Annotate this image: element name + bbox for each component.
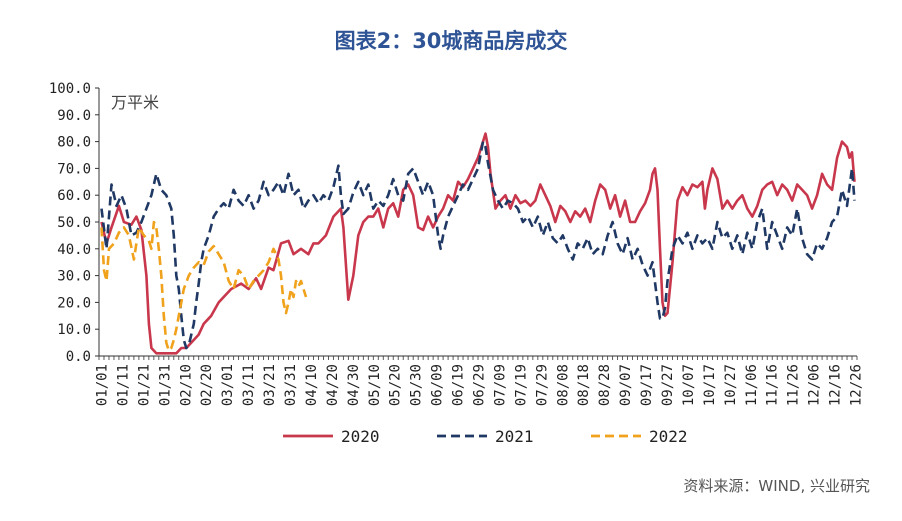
series-line-2022: [100, 220, 308, 352]
y-tick-label: 30.0: [57, 269, 91, 285]
x-tick-label: 11/06: [744, 364, 760, 406]
x-tick-label: 10/27: [723, 364, 739, 406]
x-tick-label: 01/11: [115, 364, 131, 406]
x-tick-label: 05/30: [409, 364, 425, 406]
x-tick-label: 04/30: [346, 364, 362, 406]
x-tick-label: 09/27: [660, 364, 676, 406]
legend-label-2022: 2022: [649, 427, 688, 446]
x-tick-label: 08/18: [576, 364, 592, 406]
x-tick-label: 08/08: [555, 364, 571, 406]
x-tick-label: 05/10: [367, 364, 383, 406]
x-tick-label: 09/17: [639, 364, 655, 406]
x-tick-label: 04/10: [304, 364, 320, 406]
y-tick-label: 40.0: [57, 242, 91, 258]
x-tick-label: 03/11: [241, 364, 257, 406]
legend: 2020 2021 2022: [283, 427, 688, 446]
legend-label-2020: 2020: [341, 427, 380, 446]
x-tick-label: 11/26: [786, 364, 802, 406]
x-tick-label: 10/17: [702, 364, 718, 406]
x-tick-label: 02/10: [178, 364, 194, 406]
y-tick-label: 10.0: [57, 322, 91, 338]
x-tick-label: 02/20: [199, 364, 215, 406]
y-tick-label: 80.0: [57, 135, 91, 151]
x-tick-label: 07/09: [492, 364, 508, 406]
x-tick-label: 06/29: [471, 364, 487, 406]
x-tick-label: 07/19: [513, 364, 529, 406]
series-line-2021: [100, 140, 856, 350]
y-tick-label: 0.0: [66, 349, 91, 365]
legend-label-2021: 2021: [495, 427, 534, 446]
x-tick-label: 07/29: [534, 364, 550, 406]
x-tick-label: 03/01: [220, 364, 236, 406]
x-axis: 01/01 01/11 01/21 01/31 02/10 02/20 03/01 03/11…: [94, 355, 865, 406]
x-tick-label: 09/07: [618, 364, 634, 406]
x-tick-label: 04/20: [325, 364, 341, 406]
x-tick-label: 03/31: [283, 364, 299, 406]
line-chart: 0.0 10.0 20.0 30.0 40.0 50.0 60.0 70.0 80.0 90.0 1…: [49, 81, 865, 446]
y-tick-label: 60.0: [57, 188, 91, 204]
source-note: 资料来源：WIND, 兴业研究: [683, 477, 870, 495]
x-tick-label: 01/01: [94, 364, 110, 406]
chart-title: 图表2：30城商品房成交: [334, 29, 568, 53]
x-tick-label: 12/26: [849, 364, 865, 406]
x-tick-label: 06/09: [430, 364, 446, 406]
x-tick-label: 06/19: [451, 364, 467, 406]
x-tick-label: 12/16: [828, 364, 844, 406]
y-tick-label: 70.0: [57, 161, 91, 177]
y-tick-label: 20.0: [57, 295, 91, 311]
series-line-2020: [100, 132, 856, 355]
unit-label: 万平米: [111, 93, 159, 112]
series-lines: [100, 132, 856, 355]
x-tick-label: 10/07: [681, 364, 697, 406]
y-tick-label: 90.0: [57, 108, 91, 124]
y-tick-label: 50.0: [57, 215, 91, 231]
y-axis: 0.0 10.0 20.0 30.0 40.0 50.0 60.0 70.0 80.0 90.0 1…: [49, 81, 100, 365]
x-tick-label: 01/31: [157, 364, 173, 406]
x-tick-label: 03/21: [262, 364, 278, 406]
x-tick-label: 12/06: [807, 364, 823, 406]
x-tick-label: 11/16: [765, 364, 781, 406]
y-tick-label: 100.0: [49, 81, 91, 97]
x-tick-label: 05/20: [388, 364, 404, 406]
x-tick-label: 08/28: [597, 364, 613, 406]
x-tick-label: 01/21: [136, 364, 152, 406]
